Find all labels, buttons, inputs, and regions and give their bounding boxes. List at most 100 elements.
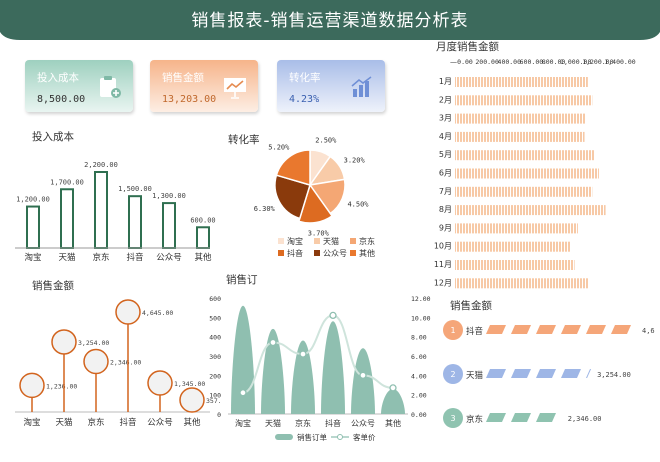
- rank-bar-segment: [586, 325, 606, 334]
- month-bar: [455, 113, 586, 124]
- month-x-tick: 600.00: [520, 58, 544, 66]
- month-bar: [455, 186, 593, 197]
- rank-bar-segment: [511, 413, 531, 422]
- sales-lollipop-chart: 1,236.00 淘宝 3,254.00 天猫 2,346.00 京东 4,645.00 抖音…: [15, 299, 220, 428]
- orders-legend-swatch: [275, 434, 293, 440]
- lollipop-head: [83, 348, 109, 375]
- lollipop-head: [147, 370, 173, 396]
- bar-growth-icon: [351, 76, 372, 97]
- sales-ranking-chart: 1 抖音 4,645.00 2 天猫 3,254.00 3 京东 2,346.00: [443, 320, 655, 428]
- pie-legend-swatch: [314, 238, 320, 244]
- rank-bar-segment: [486, 369, 506, 378]
- lollipop-x-tick: 天猫: [55, 417, 73, 428]
- sales-lollipop-title: 销售金额: [32, 280, 74, 292]
- cost-bar: [128, 195, 142, 249]
- pie-legend-swatch: [278, 250, 284, 256]
- cost-data-label: 1,500.00: [118, 185, 152, 193]
- month-x-tick: 400.00: [498, 58, 522, 66]
- rank-data-label: 4,645.00: [642, 327, 655, 335]
- cost-bar: [94, 171, 108, 249]
- month-x-tick: 0.00: [457, 58, 473, 66]
- month-y-tick: 6月: [439, 169, 452, 178]
- rank-label: 天猫: [466, 370, 484, 381]
- pie-legend-label: 抖音: [287, 248, 303, 258]
- orders-combo-chart: 0 100 200 300 400 500 600 0.00 2.00 4.00 6.00 8.00 1…: [209, 295, 431, 442]
- pie-slice: [275, 149, 311, 187]
- orders-y2-tick: 6.00: [411, 353, 427, 361]
- orders-chart-title: 销售订: [226, 274, 258, 286]
- rank-label: 抖音: [466, 326, 484, 337]
- cost-x-tick: 天猫: [58, 252, 76, 263]
- pie-data-label: 5.20%: [268, 144, 290, 152]
- cost-x-tick: 抖音: [126, 252, 144, 263]
- rank-label: 京东: [466, 414, 483, 425]
- price-point: [269, 338, 277, 347]
- rank-bar-segment: [561, 325, 581, 334]
- presentation-chart-icon: [224, 78, 246, 99]
- lollipop-data-label: 4,645.00: [142, 309, 173, 317]
- cost-data-label: 600.00: [190, 216, 215, 224]
- cost-x-tick: 其他: [194, 252, 212, 263]
- month-y-tick: 7月: [439, 187, 452, 196]
- lollipop-head: [51, 329, 77, 355]
- price-legend-label: 客单价: [353, 432, 376, 442]
- month-y-tick: 3月: [439, 114, 452, 123]
- price-point: [329, 311, 337, 320]
- pie-chart-title: 转化率: [228, 134, 260, 146]
- orders-y-tick: 200: [209, 372, 221, 380]
- kpi-value: 13,203.00: [162, 94, 217, 105]
- cost-bar: [26, 205, 40, 249]
- month-bar: [455, 241, 571, 252]
- lollipop-data-label: 1,236.00: [46, 382, 77, 390]
- orders-y2-tick: 12.00: [411, 295, 431, 303]
- rank-data-label: 3,254.00: [597, 371, 631, 379]
- orders-y-tick: 400: [209, 334, 221, 342]
- cost-bar: [196, 226, 210, 249]
- month-bar: [455, 77, 588, 87]
- orders-y-tick: 0: [217, 411, 221, 419]
- lollipop-data-label: 357.00: [206, 397, 220, 405]
- cost-x-tick: 京东: [92, 252, 109, 263]
- lollipop-head: [115, 299, 141, 325]
- lollipop-head: [179, 387, 205, 413]
- month-x-tick: 1,000.00: [560, 58, 591, 66]
- rank-number: 2: [450, 370, 455, 379]
- cost-bar: [162, 202, 176, 249]
- cost-bar: [60, 188, 74, 249]
- pie-legend-label: 天猫: [323, 236, 339, 246]
- orders-y2-tick: 8.00: [411, 334, 427, 342]
- month-bar: [455, 223, 578, 234]
- pie-data-label: 3.20%: [344, 157, 366, 165]
- lollipop-data-label: 3,254.00: [78, 339, 109, 347]
- orders-y2-tick: 10.00: [411, 314, 431, 322]
- orders-x-tick: 天猫: [265, 418, 281, 428]
- month-bar: [455, 150, 595, 161]
- rank-badge: [443, 408, 463, 428]
- title-banner: [0, 0, 660, 40]
- month-bar: [455, 95, 593, 106]
- orders-y2-tick: 4.00: [411, 372, 427, 380]
- month-y-tick: 2月: [439, 95, 452, 104]
- rank-number: 1: [450, 326, 455, 335]
- lollipop-data-label: 1,345.00: [174, 380, 205, 388]
- pie-data-label: 4.50%: [347, 201, 369, 209]
- kpi-label: 转化率: [289, 72, 321, 84]
- orders-x-tick: 抖音: [325, 418, 341, 428]
- rank-bar-segment: [561, 369, 581, 378]
- rank-bar-segment: [586, 369, 592, 378]
- rank-bar-segment: [536, 369, 556, 378]
- rank-bar-segment: [536, 413, 556, 422]
- pie-legend-label: 京东: [359, 236, 375, 246]
- orders-shape: [381, 388, 405, 414]
- pie-slice: [274, 174, 311, 220]
- kpi-label: 销售金额: [162, 72, 204, 84]
- orders-y-tick: 100: [209, 392, 221, 400]
- month-axis-dash: —: [450, 58, 457, 66]
- orders-y-tick: 500: [209, 314, 221, 322]
- rank-bar-segment: [536, 325, 556, 334]
- orders-y-tick: 600: [209, 295, 221, 303]
- orders-shape: [321, 321, 345, 414]
- clipboard-add-icon: [100, 76, 121, 98]
- monthly-chart-title: 月度销售金额: [436, 41, 499, 53]
